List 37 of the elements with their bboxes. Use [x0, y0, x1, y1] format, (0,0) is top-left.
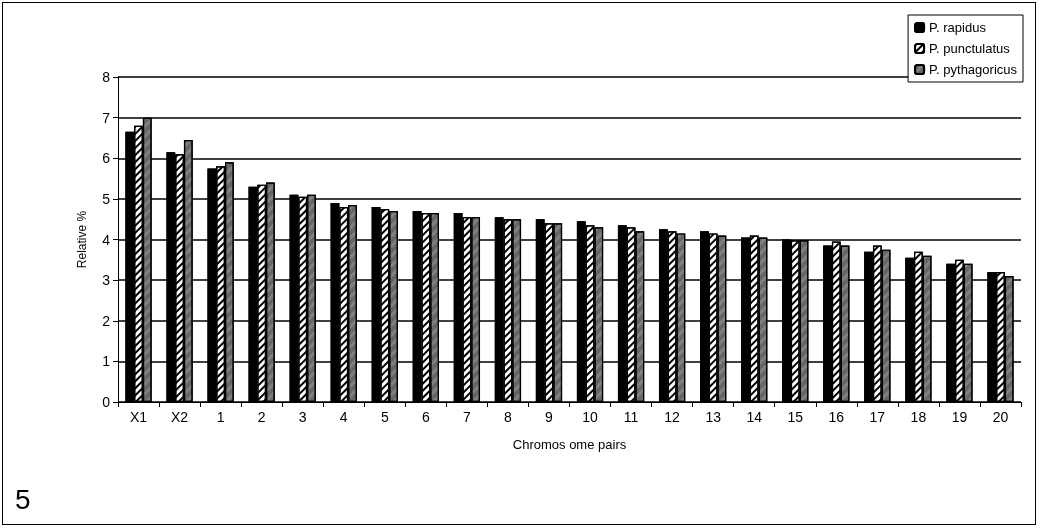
- legend-label: P. pythagoricus: [929, 62, 1018, 77]
- x-tick-label: 19: [951, 409, 968, 425]
- x-tick-label: X2: [171, 409, 189, 425]
- x-tick-label: 14: [746, 409, 763, 425]
- x-tick-label: X1: [129, 409, 148, 425]
- x-tick-label: 4: [339, 409, 348, 425]
- x-tick-label: 1: [216, 409, 225, 425]
- x-tick-label: 6: [421, 409, 430, 425]
- x-tick-label: 17: [869, 409, 886, 425]
- x-axis-title: Chromos ome pairs: [512, 437, 627, 452]
- x-tick-label: 3: [298, 409, 307, 425]
- text: 5: [15, 484, 31, 516]
- x-tick-label: 16: [828, 409, 845, 425]
- x-tick-label: 9: [545, 409, 554, 425]
- x-tick-label: 12: [664, 409, 681, 425]
- x-tick-label: 5: [380, 409, 389, 425]
- y-tick-label: 8: [102, 69, 111, 85]
- x-tick-label: 7: [462, 409, 471, 425]
- x-tick-label: 15: [787, 409, 804, 425]
- x-tick-label: 8: [504, 409, 513, 425]
- x-tick-label: 2: [257, 409, 266, 425]
- y-tick-label: 7: [102, 109, 111, 126]
- y-tick-label: 6: [102, 150, 111, 167]
- y-tick-label: 0: [102, 394, 111, 410]
- legend-label: P. punctulatus: [929, 41, 1011, 56]
- x-tick-label: 18: [910, 409, 927, 425]
- y-tick-label: 1: [102, 353, 111, 370]
- legend-label: P. rapidus: [929, 20, 987, 35]
- x-tick-label: 13: [705, 409, 722, 425]
- y-tick-label: 2: [102, 312, 111, 329]
- y-tick-label: 4: [102, 231, 111, 248]
- x-tick-label: 10: [582, 409, 599, 425]
- y-axis-title: Relative %: [75, 210, 89, 269]
- x-tick-label: 11: [623, 409, 639, 425]
- y-tick-label: 3: [102, 272, 111, 289]
- x-tick-label: 20: [992, 409, 1009, 425]
- y-tick-label: 5: [102, 190, 111, 207]
